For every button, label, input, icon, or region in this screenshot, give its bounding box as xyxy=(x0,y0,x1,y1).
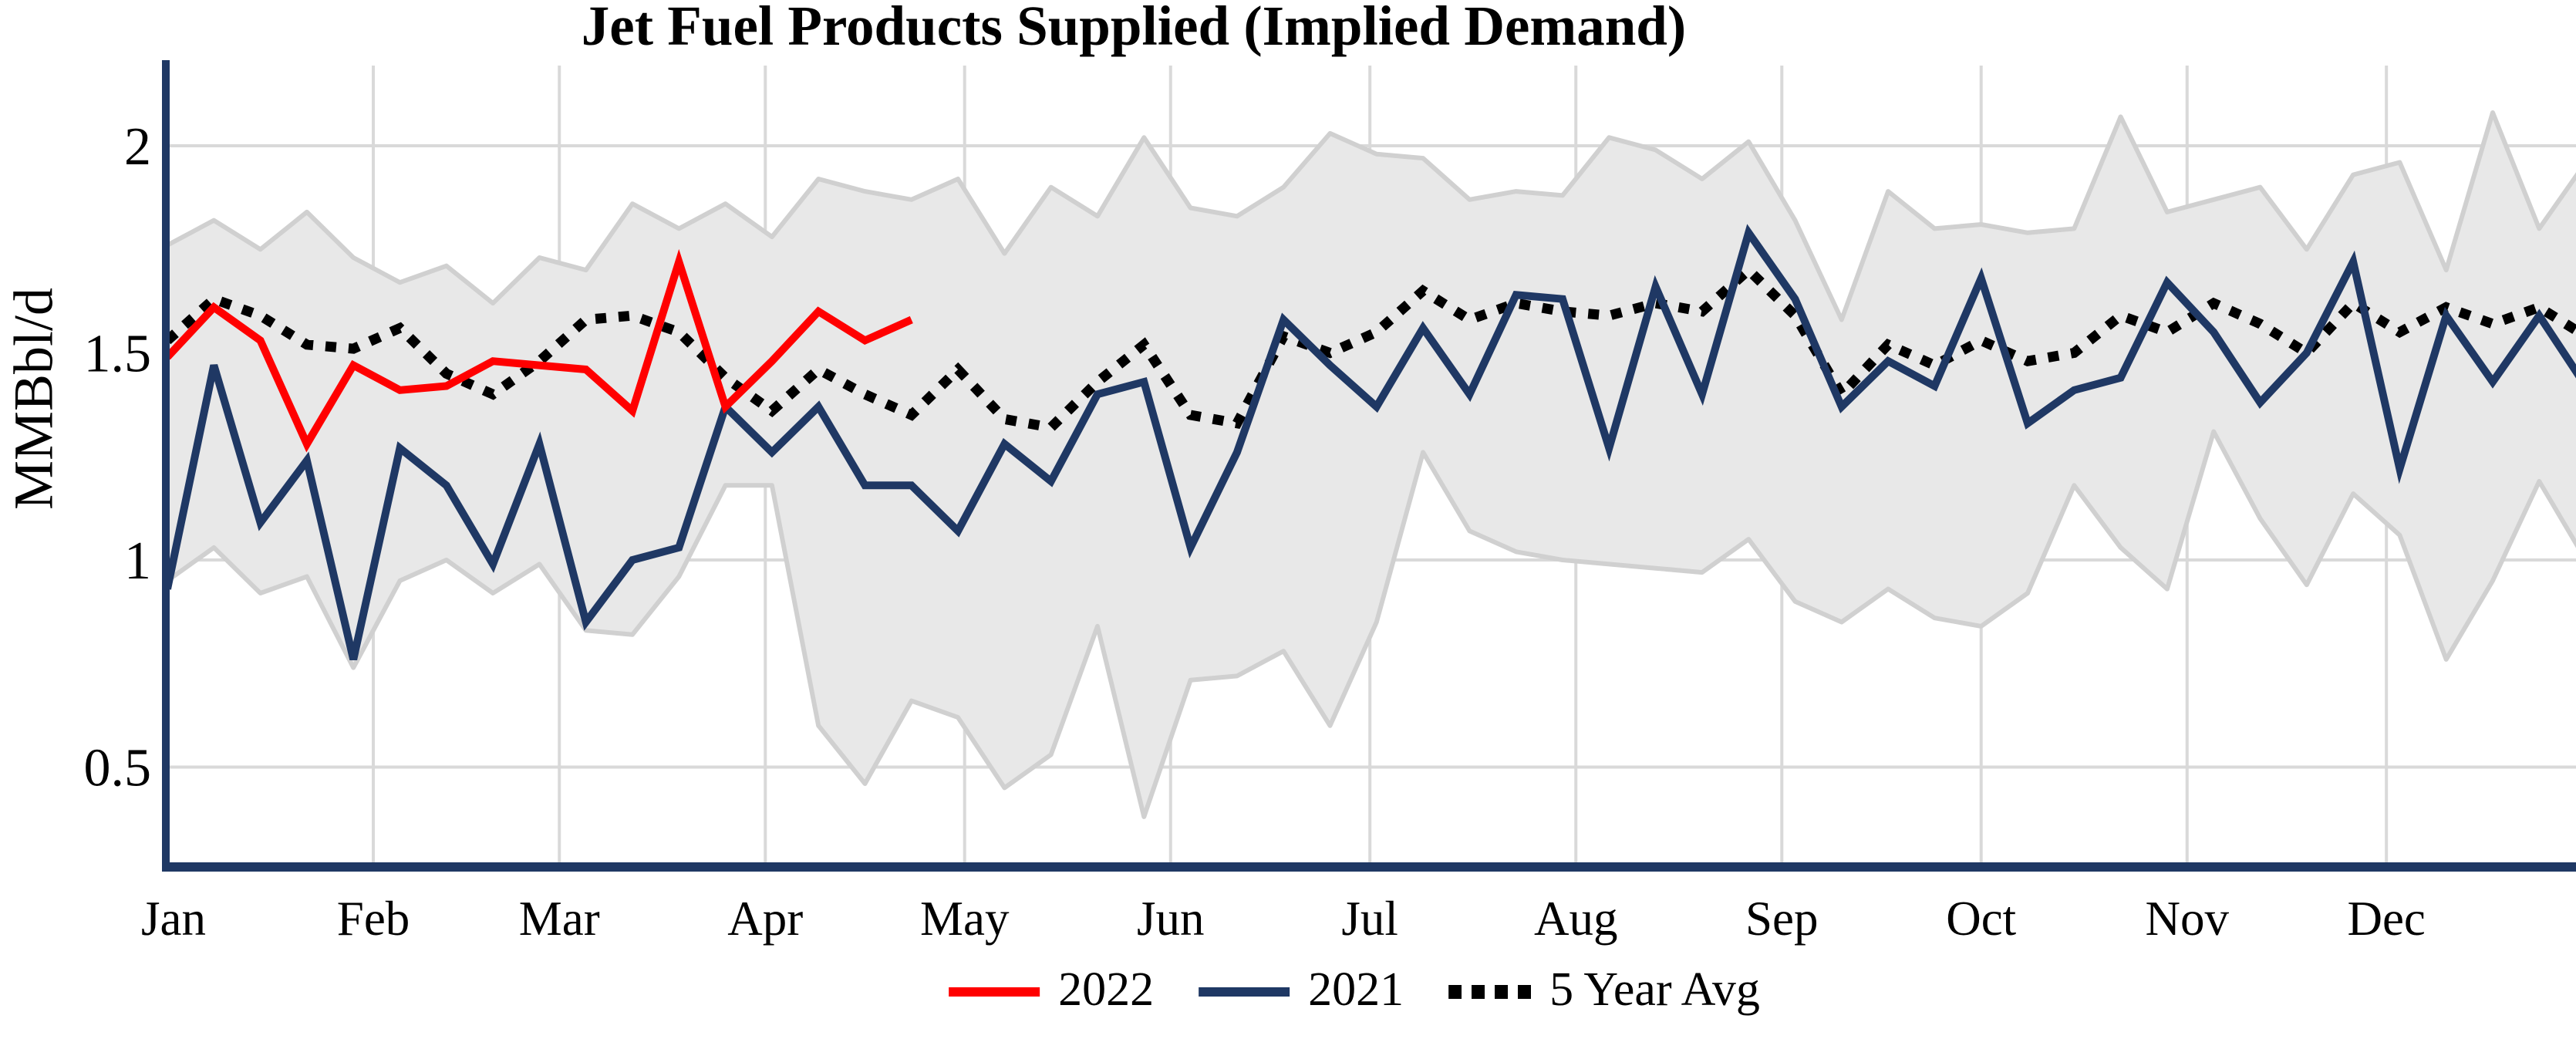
y-tick-label: 1 xyxy=(124,531,151,591)
legend-swatch-2022-line xyxy=(949,987,1040,997)
series-2021-line xyxy=(164,224,2576,661)
x-month-label: Mar xyxy=(519,892,600,946)
chart-title: Jet Fuel Products Supplied (Implied Dema… xyxy=(581,0,1687,57)
legend-item-2021: 2021 xyxy=(1199,966,1404,1018)
x-month-label: Apr xyxy=(727,892,803,946)
range-band-min-edge xyxy=(166,429,2576,819)
y-tick-label: 2 xyxy=(124,117,151,177)
x-month-label: Sep xyxy=(1745,892,1819,946)
series-2022-line xyxy=(164,248,913,453)
x-month-label: Jun xyxy=(1137,892,1205,946)
x-month-label: Jul xyxy=(1341,892,1398,946)
x-month-label: Nov xyxy=(2145,892,2229,946)
x-month-label: Oct xyxy=(1946,892,2016,946)
x-month-label: Aug xyxy=(1534,892,1618,946)
legend-label-2022: 2022 xyxy=(1058,963,1155,1016)
x-month-label: Jan xyxy=(141,892,206,946)
y-tick-label: 1.5 xyxy=(84,325,152,384)
y-tick-label: 0.5 xyxy=(84,739,152,798)
legend-swatch-5yr-avg-dotted-line xyxy=(1448,985,1532,999)
legend-swatch-2021-line xyxy=(1199,987,1290,997)
legend-label-5yr-avg: 5 Year Avg xyxy=(1549,963,1760,1016)
range-band-max-edge xyxy=(166,110,2576,322)
x-month-label: Feb xyxy=(337,892,410,946)
legend: 2022 2021 5 Year Avg xyxy=(949,966,1760,1018)
x-month-label: May xyxy=(920,892,1010,946)
x-month-label: Dec xyxy=(2347,892,2425,946)
legend-label-2021: 2021 xyxy=(1308,963,1404,1016)
legend-item-2022: 2022 xyxy=(949,966,1154,1018)
legend-item-5yr-avg: 5 Year Avg xyxy=(1448,966,1760,1018)
